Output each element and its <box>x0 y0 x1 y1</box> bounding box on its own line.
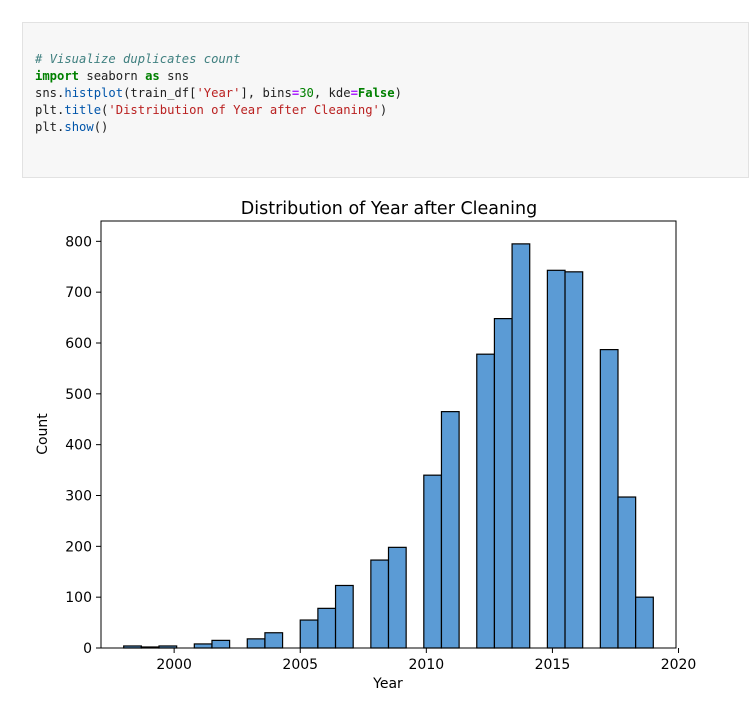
histogram-bar <box>334 584 354 649</box>
call-mid2: , kde <box>313 86 351 100</box>
histogram-bar <box>264 632 284 649</box>
bins-value: 30 <box>299 86 314 100</box>
histogram-bar <box>617 496 637 649</box>
y-axis-label: Count <box>35 413 51 455</box>
histogram-bar <box>370 559 390 649</box>
x-tick-label: 2010 <box>409 657 445 673</box>
histogram-bar <box>476 353 496 649</box>
call-close: ) <box>394 86 402 100</box>
y-tick-label: 800 <box>65 234 92 250</box>
y-tick-label: 200 <box>65 539 92 555</box>
y-tick-label: 300 <box>65 489 92 505</box>
call-function: histplot <box>64 86 124 100</box>
histogram-bar <box>635 596 654 649</box>
keyword-as: as <box>145 69 160 83</box>
call-string: 'Year' <box>196 86 241 100</box>
code-line-4: plt.title('Distribution of Year after Cl… <box>35 102 402 119</box>
title-open: ( <box>101 103 109 117</box>
call-open: (train_df[ <box>123 86 197 100</box>
x-axis-label: Year <box>372 676 403 692</box>
title-object: plt. <box>35 103 65 117</box>
x-tick-label: 2015 <box>535 657 571 673</box>
x-tick-label: 2020 <box>661 657 697 673</box>
x-tick-label: 2000 <box>156 657 192 673</box>
code-cell[interactable]: # Visualize duplicates count import seabo… <box>22 22 749 178</box>
histogram-bar <box>193 643 213 649</box>
cell-output: Distribution of Year after Cleaning 2000… <box>0 186 751 703</box>
plot-frame <box>100 220 677 649</box>
show-object: plt. <box>35 120 65 134</box>
code-line-5: plt.show() <box>35 119 402 136</box>
histogram-bar <box>246 638 266 649</box>
module-name: seaborn <box>86 69 138 83</box>
code-editor[interactable]: # Visualize duplicates count import seabo… <box>35 51 402 136</box>
histogram-chart: Distribution of Year after Cleaning 2000… <box>35 199 696 692</box>
histogram-bar <box>546 269 566 649</box>
title-function: title <box>64 103 102 117</box>
histogram-bar <box>211 639 231 649</box>
bars-group <box>123 243 654 649</box>
show-function: show <box>64 120 94 134</box>
title-string: 'Distribution of Year after Cleaning' <box>108 103 380 117</box>
code-line-1: # Visualize duplicates count <box>35 51 402 68</box>
kde-value: False <box>357 86 395 100</box>
show-close: () <box>93 120 109 134</box>
x-tick-label: 2005 <box>282 657 318 673</box>
histogram-bar <box>387 546 407 649</box>
histogram-bar <box>423 474 443 649</box>
histogram-bar <box>317 607 337 649</box>
module-alias: sns <box>167 69 190 83</box>
y-tick-label: 400 <box>65 438 92 454</box>
y-tick-label: 500 <box>65 387 92 403</box>
code-line-3: sns.histplot(train_df['Year'], bins=30, … <box>35 85 402 102</box>
x-axis: 2000 2005 2010 2015 2020 <box>156 648 696 673</box>
y-tick-label: 0 <box>83 641 92 657</box>
title-close: ) <box>379 103 388 117</box>
y-tick-label: 100 <box>65 590 92 606</box>
call-object: sns. <box>35 86 65 100</box>
chart-title: Distribution of Year after Cleaning <box>241 199 537 219</box>
operator-eq-2: = <box>350 86 358 100</box>
histogram-bar <box>493 318 513 649</box>
histogram-bar <box>511 243 531 649</box>
histogram-bar <box>440 411 460 649</box>
y-tick-label: 700 <box>65 285 92 301</box>
keyword-import: import <box>35 69 80 83</box>
histogram-bar <box>599 349 619 649</box>
y-tick-label: 600 <box>65 336 92 352</box>
call-mid: ], bins <box>240 86 292 100</box>
code-line-2: import seaborn as sns <box>35 68 402 85</box>
y-axis: 0 100 200 300 400 500 600 700 800 <box>65 234 101 657</box>
operator-eq: = <box>291 86 300 100</box>
code-comment: # Visualize duplicates count <box>35 52 241 66</box>
histogram-bar <box>299 619 319 649</box>
histogram-bar <box>564 271 584 649</box>
